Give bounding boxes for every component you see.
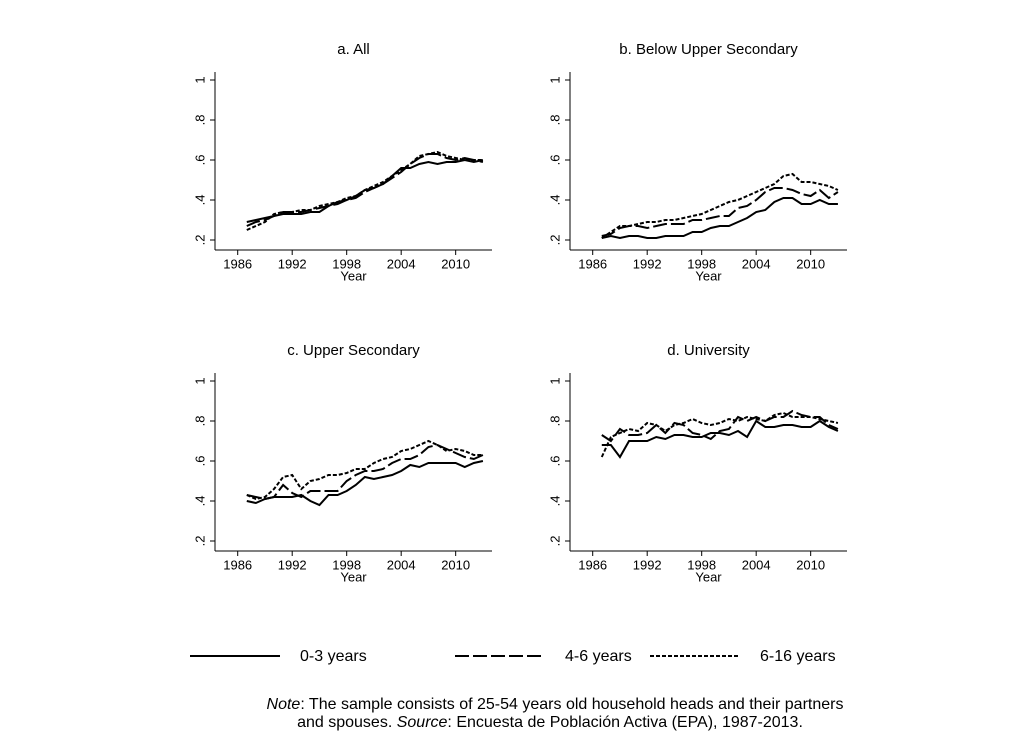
x-tick-label: 1986 — [578, 256, 607, 271]
x-tick-label: 1998 — [687, 256, 716, 271]
y-tick-label: 1 — [547, 377, 562, 384]
note-line: Note: The sample consists of 25-54 years… — [267, 696, 844, 713]
series-line — [246, 150, 483, 231]
x-axis-label: Year — [340, 569, 367, 584]
x-tick-label: 1992 — [633, 557, 662, 572]
x-tick-label: 2004 — [387, 256, 416, 271]
x-axis-label: Year — [340, 268, 367, 283]
y-tick-label: .4 — [192, 496, 207, 507]
series-line — [601, 172, 839, 239]
y-tick-label: 1 — [192, 76, 207, 83]
series-line — [601, 197, 838, 240]
x-tick-label: 1998 — [687, 557, 716, 572]
legend-label: 6-16 years — [760, 648, 836, 665]
x-tick-label: 2010 — [796, 256, 825, 271]
x-axis-label: Year — [695, 569, 722, 584]
note-text: Note — [267, 696, 301, 713]
y-tick-label: .6 — [547, 456, 562, 467]
y-tick-label: .4 — [192, 195, 207, 206]
note-text: Source — [397, 714, 448, 731]
y-tick-label: .8 — [547, 115, 562, 126]
x-tick-label: 1998 — [332, 557, 361, 572]
y-tick-label: .6 — [192, 155, 207, 166]
y-tick-label: .8 — [192, 115, 207, 126]
series-line — [246, 443, 484, 501]
series-line — [601, 419, 839, 459]
note-text: : The sample consists of 25-54 years old… — [300, 696, 843, 713]
series-line — [246, 460, 484, 507]
x-tick-label: 1992 — [278, 256, 307, 271]
legend-label: 0-3 years — [300, 648, 367, 665]
y-tick-label: .8 — [547, 416, 562, 427]
x-tick-label: 2010 — [796, 557, 825, 572]
x-tick-label: 1986 — [578, 557, 607, 572]
y-tick-label: .2 — [547, 235, 562, 246]
series-line — [600, 411, 839, 458]
y-tick-label: .4 — [547, 195, 562, 206]
y-tick-label: 1 — [192, 377, 207, 384]
y-tick-label: .8 — [192, 416, 207, 427]
y-tick-label: .6 — [192, 456, 207, 467]
y-tick-label: .2 — [192, 235, 207, 246]
series-line — [601, 187, 839, 237]
series-line — [601, 409, 839, 443]
x-tick-label: 2010 — [441, 557, 470, 572]
x-axis-label: Year — [695, 268, 722, 283]
note-text: : Encuesta de Población Activa (EPA), 19… — [447, 714, 802, 731]
x-tick-label: 1998 — [332, 256, 361, 271]
chart-title: c. Upper Secondary — [287, 342, 420, 359]
chart-title: b. Below Upper Secondary — [619, 41, 798, 58]
x-tick-label: 2004 — [742, 256, 771, 271]
legend-label: 4-6 years — [565, 648, 632, 665]
note-line: and spouses. Source: Encuesta de Poblaci… — [297, 714, 803, 731]
y-tick-label: .2 — [192, 536, 207, 547]
x-tick-label: 1986 — [223, 557, 252, 572]
chart-title: a. All — [337, 41, 370, 58]
x-tick-label: 2004 — [387, 557, 416, 572]
y-tick-label: .2 — [547, 536, 562, 547]
y-tick-label: .6 — [547, 155, 562, 166]
x-tick-label: 1986 — [223, 256, 252, 271]
chart-title: d. University — [667, 342, 750, 359]
note-text: and spouses. — [297, 714, 397, 731]
y-tick-label: .4 — [547, 496, 562, 507]
series-line — [246, 439, 483, 501]
y-tick-label: 1 — [547, 76, 562, 83]
x-tick-label: 2004 — [742, 557, 771, 572]
x-tick-label: 1992 — [633, 256, 662, 271]
x-tick-label: 2010 — [441, 256, 470, 271]
x-tick-label: 1992 — [278, 557, 307, 572]
